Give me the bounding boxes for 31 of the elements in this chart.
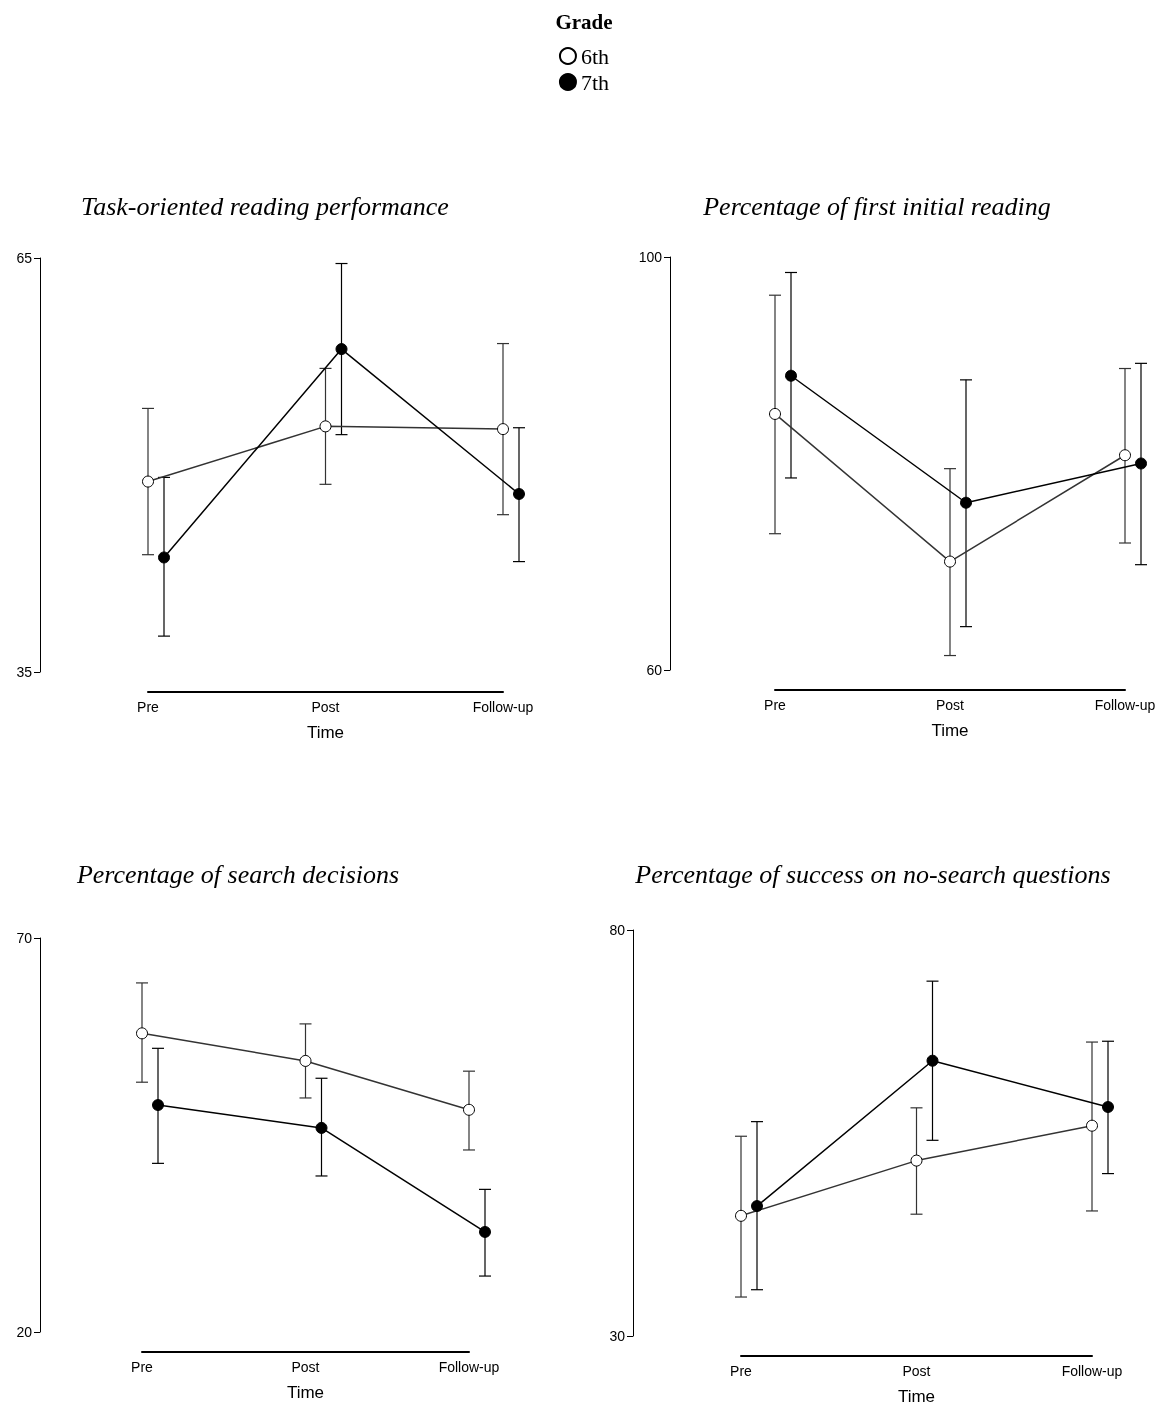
x-axis-title: Time (286, 1383, 325, 1402)
y-tick-label: 60 (646, 662, 663, 678)
legend-title: Grade (555, 9, 613, 34)
x-tick-label: Pre (137, 699, 160, 715)
x-tick-label: Pre (730, 1363, 753, 1379)
y-tick-label: 100 (638, 249, 663, 265)
x-axis-title: Time (306, 723, 345, 742)
x-axis-title: Time (931, 721, 969, 740)
x-tick-label: Follow-up (438, 1359, 500, 1375)
legend-label: 7th (580, 69, 610, 95)
y-tick-label: 65 (16, 250, 33, 266)
y-tick-label: 35 (16, 664, 33, 680)
chart-title: Task-oriented reading performance (81, 191, 449, 221)
x-tick-label: Follow-up (472, 699, 534, 715)
legend-label: 6th (580, 43, 610, 69)
y-tick-label: 70 (16, 930, 33, 946)
x-axis-title: Time (897, 1387, 936, 1406)
x-tick-label: Follow-up (1061, 1363, 1123, 1379)
chart-title: Percentage of search decisions (75, 859, 400, 889)
x-tick-label: Post (311, 699, 340, 715)
x-tick-label: Pre (764, 697, 787, 713)
x-tick-label: Pre (131, 1359, 154, 1375)
x-tick-label: Post (935, 697, 965, 713)
x-tick-label: Post (291, 1359, 320, 1375)
x-tick-label: Post (902, 1363, 931, 1379)
chart-title: Percentage of first initial reading (702, 191, 1051, 221)
y-tick-label: 80 (609, 922, 626, 938)
chart-title: Percentage of success on no-search questions (634, 859, 1111, 889)
y-tick-label: 30 (609, 1328, 626, 1344)
y-tick-label: 20 (16, 1324, 33, 1340)
x-tick-label: Follow-up (1094, 697, 1156, 713)
